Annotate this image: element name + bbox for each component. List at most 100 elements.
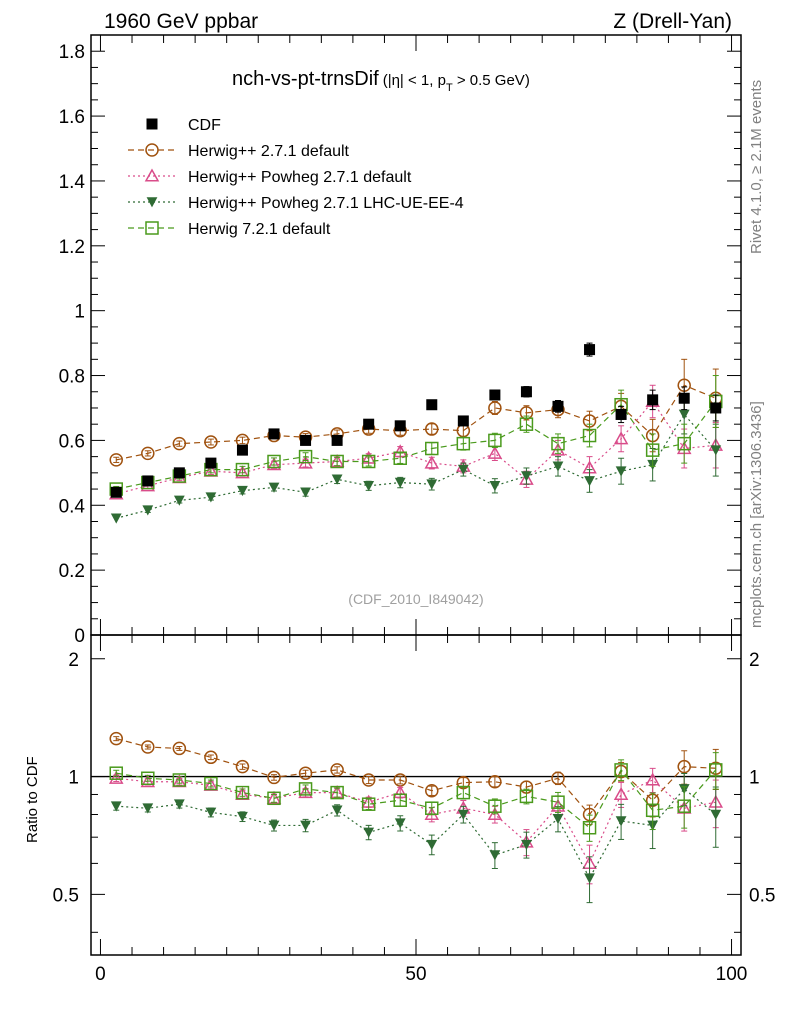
data-point (110, 801, 122, 812)
data-point (141, 771, 155, 786)
data-point (141, 446, 155, 461)
data-point (489, 481, 501, 492)
y-tick-label: 1.4 (59, 172, 86, 193)
data-point (552, 461, 564, 472)
ratio-y-tick-label: 0.5 (53, 885, 79, 906)
data-point (710, 402, 722, 414)
data-point (205, 457, 217, 469)
main-axis-ticks: 0 0.2 0.4 0.6 0.8 1 1.2 1.4 1.6 1.8 (59, 34, 741, 647)
data-point (519, 417, 534, 431)
data-point (551, 795, 565, 809)
legend-entry: Herwig++ Powheg 2.7.1 LHC-UE-EE-4 (128, 195, 464, 212)
series-0 (109, 358, 723, 467)
mcplots-label: mcplots.cern.ch [arXiv:1306.3436] (748, 401, 765, 628)
data-point (584, 344, 596, 356)
data-point (109, 766, 123, 780)
data-point (677, 436, 691, 451)
data-point (584, 873, 595, 884)
data-point (267, 791, 281, 806)
data-point (173, 467, 185, 479)
series-4 (110, 342, 722, 498)
legend-entry: Herwig 7.2.1 default (128, 221, 331, 238)
data-point (266, 457, 282, 471)
data-point (172, 436, 187, 451)
data-point (645, 772, 660, 786)
data-point (173, 495, 185, 506)
data-point (488, 799, 502, 813)
data-point (519, 789, 534, 804)
data-point (141, 740, 155, 754)
data-point (110, 486, 122, 498)
data-point (615, 466, 627, 477)
data-point (521, 471, 532, 482)
legend-entry: Herwig++ 2.7.1 default (128, 143, 350, 160)
legend-entry: CDF (146, 117, 221, 134)
y-tick-label: 0.6 (59, 431, 85, 452)
data-point (267, 454, 281, 469)
y-tick-label: 1.2 (59, 237, 85, 258)
data-point (424, 455, 440, 469)
data-point (489, 389, 501, 401)
data-point (298, 449, 313, 464)
data-point (144, 168, 160, 182)
data-point (237, 811, 248, 823)
data-point (614, 763, 628, 777)
data-point (204, 750, 218, 765)
data-point (582, 428, 597, 443)
legend-label: Herwig++ 2.7.1 default (188, 143, 350, 160)
rivet-version-label: Rivet 4.1.0, ≥ 2.1M events (748, 80, 765, 254)
series-line (116, 400, 716, 495)
data-point (710, 809, 722, 820)
data-point (142, 475, 154, 487)
data-point (457, 809, 469, 820)
chart-title-cut-b: > 0.5 GeV) (453, 72, 530, 89)
chart-title-cut-sub: T (446, 82, 453, 94)
data-point (456, 436, 471, 451)
data-point (331, 474, 343, 485)
legend-label: CDF (188, 117, 221, 134)
series-line (116, 777, 716, 865)
y-tick-label: 1.8 (59, 42, 85, 63)
ratio-axis-ticks: 0.5 0.5 1 1 2 2 (53, 635, 775, 955)
data-point (613, 786, 629, 801)
series-line (116, 788, 717, 880)
data-point (457, 415, 469, 427)
data-point (361, 454, 376, 469)
data-point (520, 386, 532, 398)
data-point (331, 805, 343, 816)
data-point (235, 462, 250, 477)
data-point (615, 408, 627, 420)
ratio-y-tick-label-right: 2 (749, 650, 760, 671)
legend-label: Herwig 7.2.1 default (188, 221, 331, 238)
data-point (205, 492, 217, 503)
data-point (582, 820, 597, 835)
data-point (109, 731, 123, 746)
data-point (645, 803, 660, 818)
data-point (330, 454, 344, 469)
data-point (268, 482, 280, 493)
x-tick-labels: 0 50 100 (95, 964, 747, 985)
data-point (393, 451, 407, 465)
series-2 (110, 394, 722, 524)
header-process-label: Z (Drell-Yan) (613, 10, 732, 33)
data-point (709, 763, 723, 777)
data-point (425, 441, 439, 456)
series-3 (109, 752, 723, 842)
y-tick-label: 0.4 (59, 496, 86, 517)
ratio-y-tick-label-right: 0.5 (749, 885, 775, 906)
data-point (678, 392, 690, 404)
data-point (142, 803, 154, 814)
data-point (613, 431, 629, 445)
data-point (172, 741, 187, 756)
x-tick-label: 0 (95, 964, 106, 985)
data-point (645, 443, 660, 457)
data-point (145, 221, 159, 235)
data-point (426, 839, 438, 851)
chart-title: nch-vs-pt-trnsDif (|η| < 1, pT > 0.5 GeV) (232, 68, 530, 94)
data-point (109, 453, 123, 467)
header-energy-label: 1960 GeV ppbar (104, 10, 258, 33)
data-point (552, 813, 564, 825)
data-point (552, 400, 564, 412)
chart-title-main: nch-vs-pt-trnsDif (232, 68, 379, 90)
x-tick-label: 50 (405, 964, 426, 985)
